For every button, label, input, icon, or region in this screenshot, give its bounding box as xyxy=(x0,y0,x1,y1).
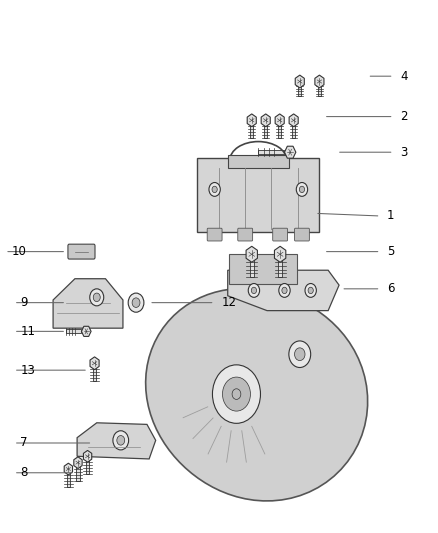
Polygon shape xyxy=(289,114,298,127)
Text: 7: 7 xyxy=(20,437,28,449)
Polygon shape xyxy=(285,146,296,158)
FancyBboxPatch shape xyxy=(228,155,289,168)
Text: 2: 2 xyxy=(400,110,408,123)
FancyBboxPatch shape xyxy=(279,120,281,138)
FancyBboxPatch shape xyxy=(298,82,301,96)
Text: 6: 6 xyxy=(387,282,395,295)
FancyBboxPatch shape xyxy=(77,463,80,481)
FancyBboxPatch shape xyxy=(197,158,319,232)
FancyBboxPatch shape xyxy=(66,329,81,333)
Polygon shape xyxy=(81,326,91,336)
FancyBboxPatch shape xyxy=(67,469,70,487)
Polygon shape xyxy=(90,357,99,369)
Polygon shape xyxy=(64,463,73,475)
Circle shape xyxy=(305,284,316,297)
Text: 11: 11 xyxy=(20,325,35,338)
FancyBboxPatch shape xyxy=(251,120,253,138)
Text: 5: 5 xyxy=(387,245,395,258)
Polygon shape xyxy=(228,270,339,311)
Polygon shape xyxy=(77,423,155,459)
FancyBboxPatch shape xyxy=(294,228,309,241)
Circle shape xyxy=(113,431,129,450)
FancyBboxPatch shape xyxy=(86,456,89,474)
Text: 8: 8 xyxy=(20,466,28,479)
FancyBboxPatch shape xyxy=(278,254,282,277)
Text: 10: 10 xyxy=(12,245,26,258)
FancyBboxPatch shape xyxy=(292,120,295,138)
Polygon shape xyxy=(295,75,304,88)
FancyBboxPatch shape xyxy=(318,82,321,96)
Polygon shape xyxy=(246,246,258,262)
Circle shape xyxy=(232,389,241,399)
Circle shape xyxy=(223,377,251,411)
FancyBboxPatch shape xyxy=(265,120,267,138)
Circle shape xyxy=(132,298,140,308)
FancyBboxPatch shape xyxy=(229,254,297,284)
FancyBboxPatch shape xyxy=(238,228,253,241)
Text: 3: 3 xyxy=(400,146,408,159)
Circle shape xyxy=(294,348,305,361)
FancyBboxPatch shape xyxy=(258,150,285,155)
Circle shape xyxy=(90,289,104,306)
Circle shape xyxy=(289,341,311,368)
Text: 9: 9 xyxy=(20,296,28,309)
FancyBboxPatch shape xyxy=(68,244,95,259)
Circle shape xyxy=(212,186,217,192)
Circle shape xyxy=(308,287,313,294)
Circle shape xyxy=(93,293,100,302)
FancyBboxPatch shape xyxy=(250,254,254,277)
Circle shape xyxy=(248,284,260,297)
Text: 4: 4 xyxy=(400,70,408,83)
Circle shape xyxy=(251,287,257,294)
Circle shape xyxy=(209,182,220,196)
FancyBboxPatch shape xyxy=(207,228,222,241)
Circle shape xyxy=(279,284,290,297)
Text: 1: 1 xyxy=(387,209,395,222)
Circle shape xyxy=(128,293,144,312)
Polygon shape xyxy=(83,450,92,462)
Text: 13: 13 xyxy=(20,364,35,377)
Polygon shape xyxy=(275,114,284,127)
Circle shape xyxy=(282,287,287,294)
Circle shape xyxy=(299,186,304,192)
Polygon shape xyxy=(275,246,286,262)
Polygon shape xyxy=(261,114,270,127)
Polygon shape xyxy=(247,114,256,127)
Circle shape xyxy=(117,435,125,445)
Circle shape xyxy=(296,182,307,196)
FancyBboxPatch shape xyxy=(93,364,96,381)
Polygon shape xyxy=(74,457,82,469)
Polygon shape xyxy=(53,279,123,328)
Polygon shape xyxy=(145,288,367,501)
Circle shape xyxy=(212,365,261,423)
Circle shape xyxy=(226,381,247,407)
Text: 12: 12 xyxy=(221,296,236,309)
Polygon shape xyxy=(315,75,324,88)
FancyBboxPatch shape xyxy=(273,228,288,241)
